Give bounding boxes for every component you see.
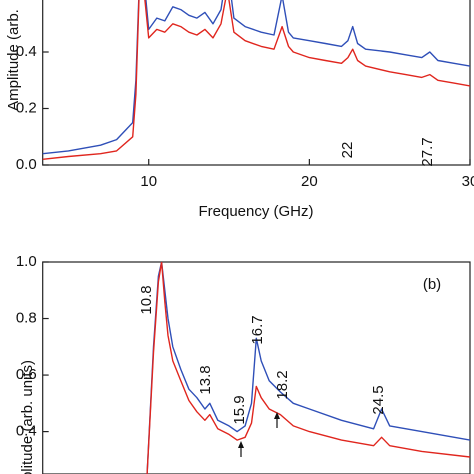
x-tick-label: 10 <box>140 173 157 190</box>
y-tick-label: 0.2 <box>16 99 37 116</box>
y-axis-label: Amplitude (arb. <box>5 9 22 111</box>
series-line <box>146 262 470 474</box>
y-tick-label: 0.0 <box>16 156 37 173</box>
annotation: 22 <box>339 142 356 159</box>
annotation: 10.8 <box>138 285 155 314</box>
annotation: (b) <box>423 276 441 293</box>
plot-area <box>146 262 470 474</box>
annotation: 13.8 <box>197 365 214 394</box>
x-axis-label: Frequency (GHz) <box>198 203 313 220</box>
annotation: 27.7 <box>419 137 436 166</box>
annotation: 18.2 <box>274 370 291 399</box>
plot-frame <box>42 0 471 166</box>
y-tick-label: 0.6 <box>16 366 37 383</box>
plot-area <box>42 0 470 160</box>
arrow-head <box>274 412 280 419</box>
panel: 0.4 0.6 0.8 1.0 plitude (arb. units) 10.8 13.8… <box>16 253 471 474</box>
x-tick-label: 30 <box>462 173 474 190</box>
series-line <box>146 262 470 474</box>
series-line <box>42 0 470 160</box>
annotation: 15.9 <box>231 395 248 424</box>
y-tick-label: 0.4 <box>16 423 37 440</box>
x-tick-label: 20 <box>301 173 318 190</box>
plot-frame <box>42 261 471 474</box>
y-tick-label: 0.4 <box>16 43 37 60</box>
y-tick-label: 0.6 <box>16 0 37 3</box>
y-tick-label: 1.0 <box>16 253 37 270</box>
series-line <box>42 0 470 155</box>
y-axis-label: plitude (arb. units) <box>19 360 36 474</box>
arrow-head <box>238 441 244 448</box>
annotation: 24.5 <box>370 385 387 414</box>
panel: 0.0 0.2 0.4 0.6 10 20 30 Amplitude (arb. Frequen… <box>5 0 474 220</box>
annotation: 16.7 <box>249 315 266 344</box>
y-tick-label: 0.8 <box>16 310 37 327</box>
